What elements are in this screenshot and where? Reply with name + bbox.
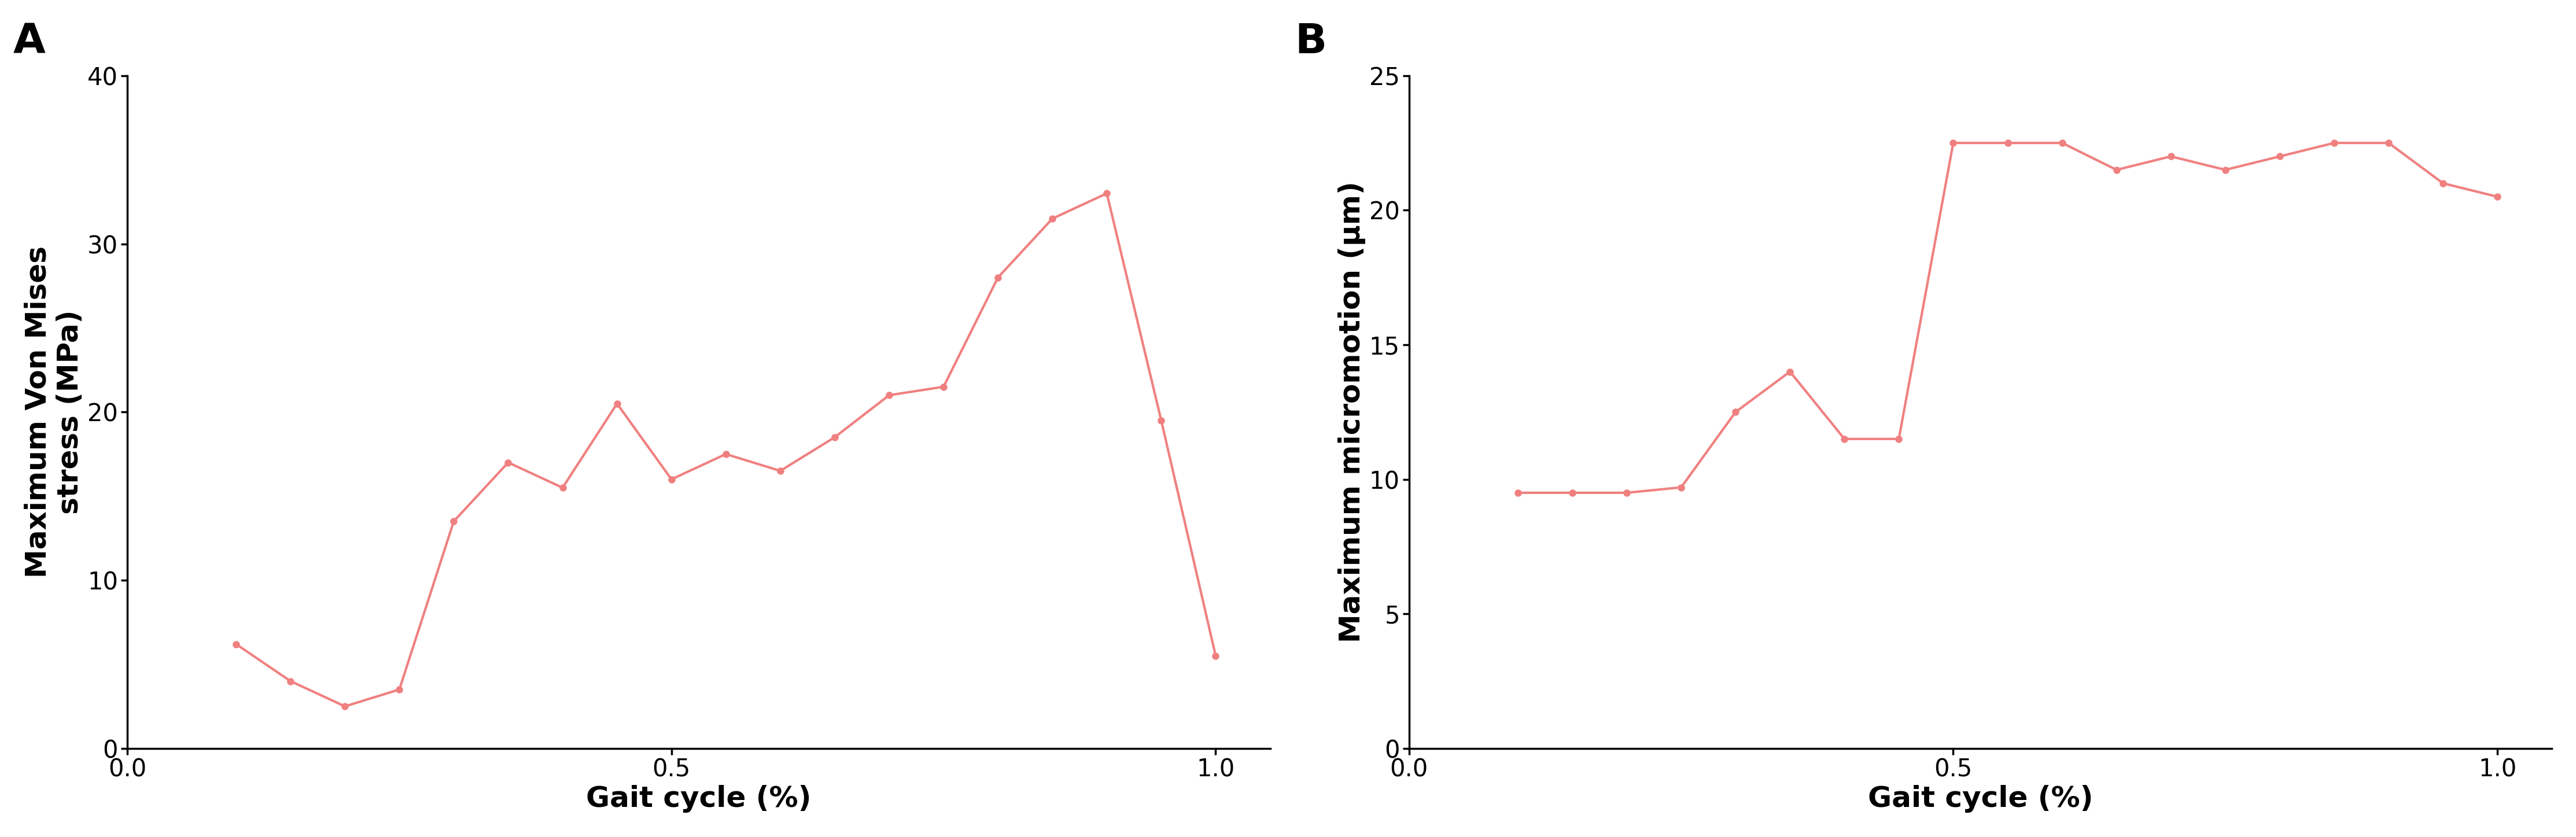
Text: A: A [13, 22, 46, 62]
Y-axis label: Maximum Von Mises
stress (MPa): Maximum Von Mises stress (MPa) [23, 246, 85, 578]
Y-axis label: Maximum micromotion (μm): Maximum micromotion (μm) [1337, 182, 1365, 643]
X-axis label: Gait cycle (%): Gait cycle (%) [585, 785, 811, 813]
Text: B: B [1296, 22, 1327, 62]
X-axis label: Gait cycle (%): Gait cycle (%) [1868, 785, 2094, 813]
